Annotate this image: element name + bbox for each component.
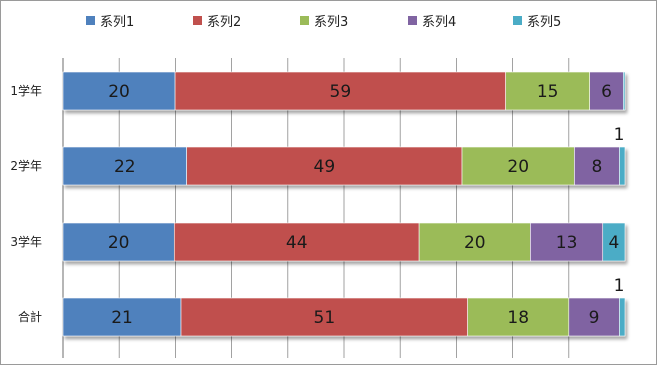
legend-swatch: [408, 16, 417, 25]
bar-segment: [418, 222, 531, 262]
bar-row: [62, 71, 626, 111]
bar-row: [62, 146, 626, 186]
legend-swatch: [513, 16, 522, 25]
bar-segment: [619, 297, 626, 337]
data-label: 51: [314, 308, 336, 328]
legend-label: 系列3: [314, 15, 348, 30]
category-label: 合計: [18, 309, 42, 324]
bar-segment: [62, 297, 182, 337]
legend-swatch: [86, 16, 95, 25]
data-label: 18: [507, 308, 529, 328]
legend-swatch: [300, 16, 309, 25]
bar-segment: [602, 222, 626, 262]
bar-segment: [180, 297, 468, 337]
bar-segment: [461, 146, 575, 186]
data-label: 1: [614, 125, 625, 145]
bar-segment: [530, 222, 604, 262]
legend-label: 系列5: [527, 15, 561, 30]
bar-segment: [505, 71, 590, 111]
data-label: 59: [330, 82, 352, 102]
data-label: 20: [464, 233, 486, 253]
legend-swatch: [193, 16, 202, 25]
bar-segment: [186, 146, 463, 186]
category-label: 2学年: [10, 158, 42, 173]
data-label: 22: [114, 157, 136, 177]
bars: [62, 71, 626, 337]
bar-segment: [467, 297, 570, 337]
data-label: 21: [111, 308, 133, 328]
data-label: 9: [589, 308, 600, 328]
legend-label: 系列2: [207, 15, 241, 30]
category-label: 3学年: [10, 234, 42, 249]
data-label: 49: [314, 157, 336, 177]
category-label: 1学年: [10, 83, 42, 98]
data-label: 6: [601, 82, 612, 102]
bar-segment: [62, 71, 176, 111]
legend: 系列1 系列2 系列3 系列4 系列5: [86, 15, 561, 30]
data-label: 20: [108, 233, 130, 253]
data-label: 20: [108, 82, 130, 102]
bar-segment: [62, 222, 175, 262]
bar-segment: [574, 146, 620, 186]
bar-segment: [568, 297, 620, 337]
bar-row: [62, 297, 626, 337]
data-label: 20: [507, 157, 529, 177]
data-label: 4: [608, 233, 619, 253]
legend-label: 系列4: [422, 15, 456, 30]
bar-segment: [62, 146, 187, 186]
legend-label: 系列1: [100, 15, 134, 30]
bar-segment: [623, 71, 626, 111]
data-label: 8: [591, 157, 602, 177]
data-label: 1: [614, 276, 625, 296]
data-label: 44: [286, 233, 308, 253]
bar-segment: [619, 146, 626, 186]
bar-row: [62, 222, 626, 262]
data-label: 13: [556, 233, 578, 253]
data-label: 15: [537, 82, 559, 102]
